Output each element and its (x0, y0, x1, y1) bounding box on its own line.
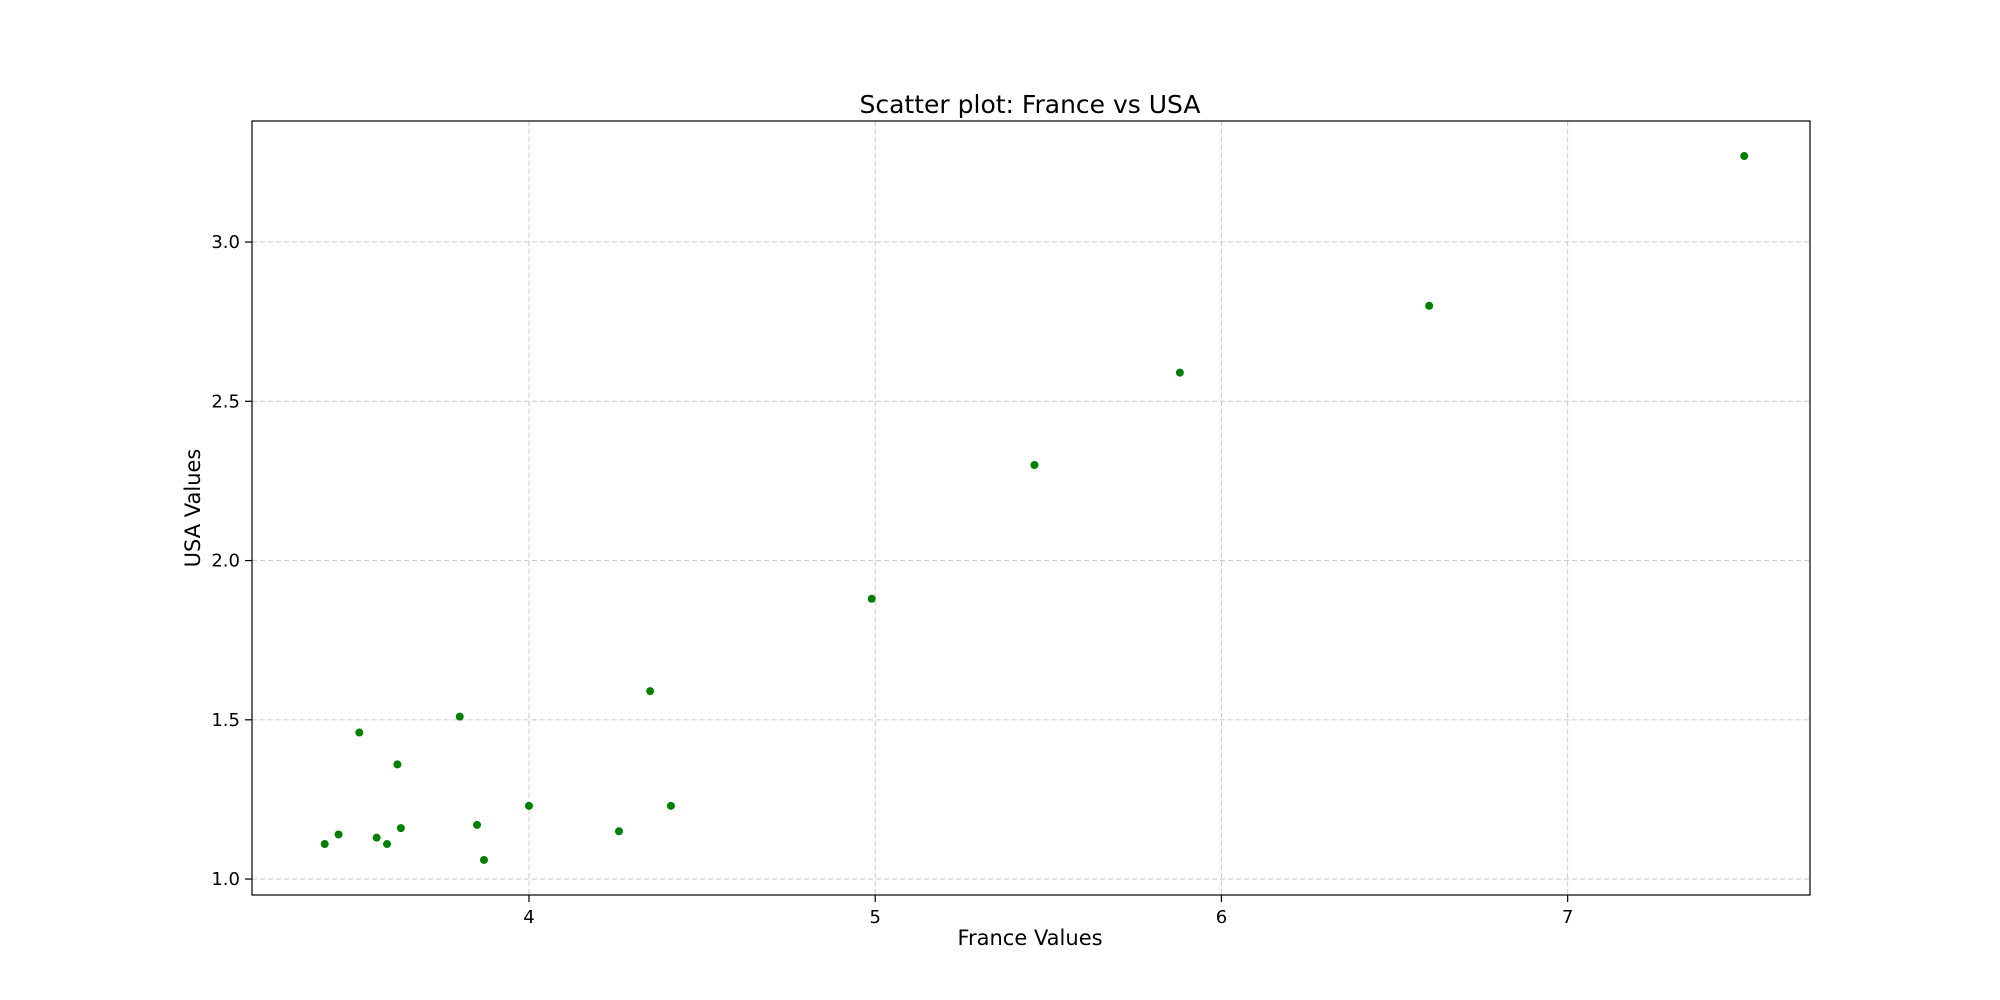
x-tick-label: 7 (1562, 907, 1573, 928)
data-point (867, 594, 876, 603)
grid-layer (252, 121, 1810, 895)
data-point (646, 687, 655, 696)
data-point (1175, 368, 1184, 377)
plot-frame (251, 120, 1811, 896)
data-point (334, 830, 343, 839)
data-point (479, 855, 488, 864)
y-tick-label: 1.0 (211, 869, 240, 890)
data-point (393, 760, 402, 769)
x-tick-label: 6 (1216, 907, 1227, 928)
y-axis-label: USA Values (181, 449, 205, 568)
data-point (614, 827, 623, 836)
data-point (396, 824, 405, 833)
data-point (1740, 152, 1749, 161)
data-point (524, 801, 533, 810)
data-points (320, 152, 1749, 864)
x-tick-label: 5 (869, 907, 880, 928)
data-point (473, 820, 482, 829)
y-tick-label: 2.5 (211, 391, 240, 412)
x-axis-label: France Values (957, 926, 1102, 950)
data-point (372, 833, 381, 842)
y-axis-ticks: 1.0 1.5 2.0 2.5 3.0 (211, 232, 252, 890)
data-point (1030, 461, 1039, 469)
y-tick-label: 3.0 (211, 232, 240, 253)
x-tick-label: 4 (523, 907, 534, 928)
x-axis-ticks: 4 5 6 7 (523, 895, 1573, 928)
data-point (1425, 301, 1434, 310)
data-point (320, 840, 329, 849)
y-tick-label: 2.0 (211, 551, 240, 572)
y-tick-label: 1.5 (211, 710, 240, 731)
data-point (666, 801, 675, 810)
data-point (455, 712, 464, 721)
data-point (355, 728, 364, 737)
chart-title: Scatter plot: France vs USA (859, 90, 1200, 119)
data-point (383, 840, 392, 849)
